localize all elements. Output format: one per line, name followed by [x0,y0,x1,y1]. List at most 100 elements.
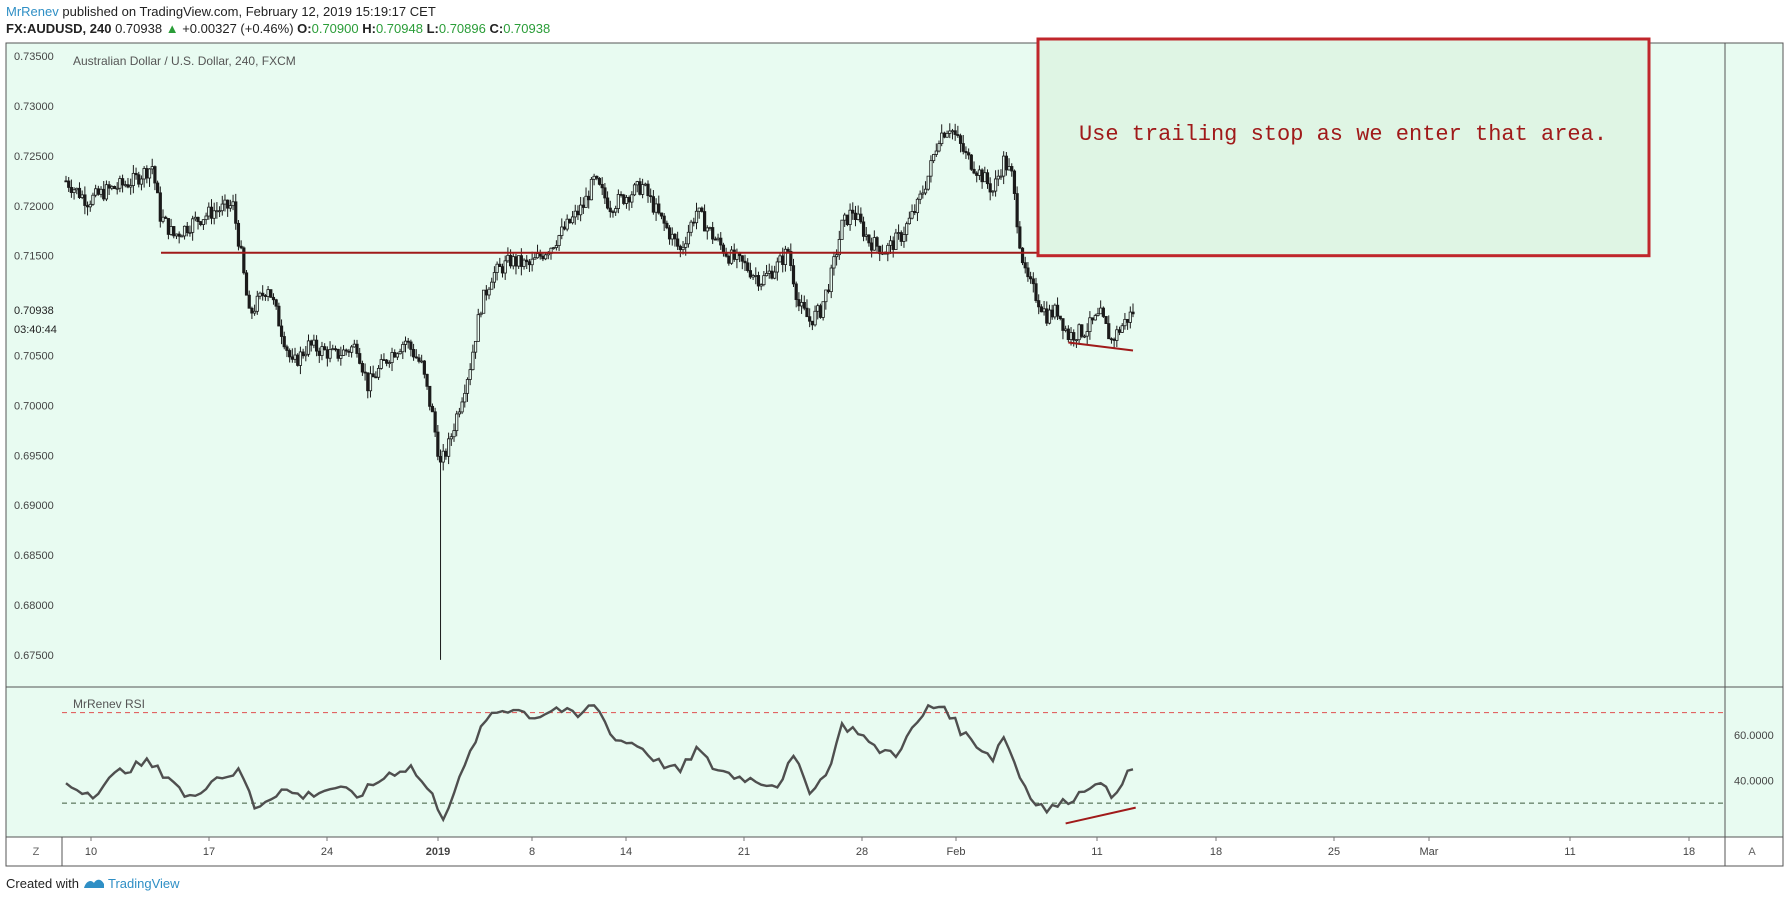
candle-body [767,270,771,274]
author-link[interactable]: MrRenev [6,4,59,19]
candle-body [993,178,998,192]
time-tick-label: 11 [1091,846,1102,858]
candle-body [646,183,650,197]
candle-body [794,283,798,300]
candle-body [799,301,804,307]
candle-body [137,174,141,185]
candle-body [918,193,922,200]
price-tick-label: 0.72500 [14,151,54,163]
candle-body [923,188,928,194]
candle-body [1088,317,1092,332]
candle-body [204,215,208,221]
candle-body [166,218,170,235]
candle-body [1010,166,1014,172]
candle-body [409,341,413,350]
candle-body [325,349,329,359]
candle-body [581,204,585,208]
candle-body [301,351,305,357]
candle-body [546,253,550,256]
tradingview-link[interactable]: TradingView [108,876,180,891]
candle-body [651,196,655,213]
candle-body [406,340,410,343]
candle-body [96,188,100,195]
candle-body [290,356,294,360]
candle-body [360,363,364,373]
candle-body [781,255,785,265]
candle-body [1131,311,1135,315]
zoom-button[interactable]: Z [33,846,40,858]
auto-scale-button[interactable]: A [1748,846,1756,858]
candle-body [350,346,354,353]
candle-body [99,188,103,195]
candle-body [317,350,321,356]
candle-body [226,199,230,209]
time-tick-label: Mar [1420,846,1439,858]
candle-body [1109,338,1114,341]
candle-body [129,185,133,188]
candle-body [1101,307,1105,317]
candle-body [1090,317,1095,321]
candle-body [228,205,232,209]
annotation-text: Use trailing stop as we enter that area. [1079,122,1607,147]
candle-body [242,247,246,274]
candle-body [937,143,941,152]
candle-body [274,299,278,307]
candle-body [821,301,825,318]
candle-body [374,376,378,379]
candle-body [665,222,669,229]
candle-body [670,233,674,240]
candle-body [762,275,766,286]
candle-body [438,455,443,463]
candle-body [484,289,488,296]
candle-body [662,215,666,224]
price-tick-label: 0.67500 [14,650,54,662]
candle-body [358,353,362,364]
candle-body [708,227,712,229]
candle-body [595,175,599,179]
candle-body [902,234,906,242]
candle-body [835,254,839,258]
candle-body [541,255,545,260]
candle-body [1012,170,1017,194]
candle-body [236,222,241,247]
candle-body [331,348,335,351]
candle-body [212,210,216,219]
candle-body [530,258,534,266]
candle-body [560,226,564,236]
candle-body [430,405,435,413]
candle-body [471,351,475,371]
candle-body [255,295,259,312]
candle-body [535,253,540,259]
candle-body [910,211,914,219]
candle-body [77,187,82,198]
candle-body [1069,332,1073,340]
price-pane-title: Australian Dollar / U.S. Dollar, 240, FX… [73,54,296,68]
price-change: +0.00327 (+0.46%) [182,21,294,36]
candle-body [915,198,920,214]
candle-body [1029,276,1033,280]
candle-body [457,411,461,415]
candle-body [557,235,561,246]
candle-body [705,227,709,232]
candle-body [684,243,688,248]
candle-body [352,343,356,348]
candle-body [853,212,858,220]
candle-body [347,350,351,353]
candle-body [1026,267,1030,278]
price-tick-label: 0.71500 [14,251,54,263]
candle-body [506,254,510,262]
time-tick-label: 2019 [426,846,450,858]
candle-body [147,168,152,179]
candle-body [185,225,189,234]
candle-body [107,184,111,189]
candle-body [748,270,752,278]
candle-body [126,184,130,188]
candle-body [1066,328,1070,340]
candle-body [244,272,249,296]
candle-body [145,168,149,179]
candle-body [306,340,311,355]
candle-body [444,450,448,457]
price-tick-label: 0.70500 [14,351,54,363]
candle-body [702,211,707,232]
